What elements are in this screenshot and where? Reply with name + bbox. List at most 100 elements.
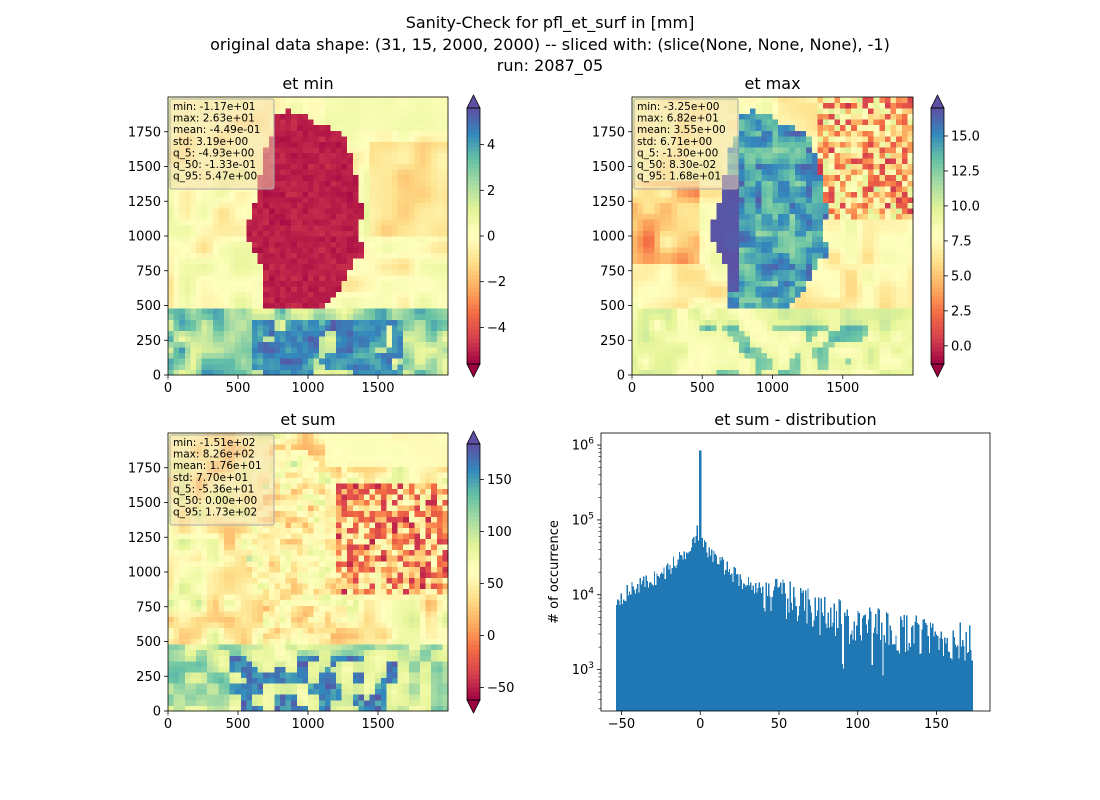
heatmap-cell: [699, 313, 706, 320]
heatmap-cell: [856, 152, 863, 159]
heatmap-cell: [744, 258, 751, 265]
heatmap-cell: [693, 236, 700, 242]
heatmap-cell: [302, 152, 309, 159]
heatmap-cell: [408, 219, 415, 226]
heatmap-cell: [302, 319, 309, 326]
heatmap-cell: [851, 135, 858, 142]
heatmap-cell: [392, 291, 398, 298]
heatmap-cell: [794, 213, 801, 220]
heatmap-cell: [436, 302, 443, 309]
heatmap-cell: [856, 174, 863, 181]
heatmap-cell: [207, 224, 214, 231]
heatmap-cell: [862, 252, 869, 259]
heatmap-cell: [637, 347, 644, 354]
heatmap-cell: [721, 324, 728, 331]
heatmap-cell: [839, 130, 846, 137]
heatmap-cell: [397, 230, 404, 237]
heatmap-cell: [845, 163, 852, 170]
heatmap-cell: [442, 286, 449, 292]
heatmap-cell: [341, 147, 348, 153]
colorbar-segment: [467, 355, 480, 361]
heatmap-cell: [319, 274, 326, 281]
heatmap-cell: [884, 363, 891, 370]
heatmap-cell: [436, 174, 443, 181]
heatmap-cell: [341, 202, 348, 209]
heatmap-cell: [442, 163, 449, 170]
heatmap-cell: [380, 369, 387, 376]
heatmap-cell: [352, 219, 359, 226]
heatmap-cell: [761, 108, 768, 115]
heatmap-cell: [201, 358, 208, 365]
heatmap-cell: [392, 124, 398, 131]
heatmap-cell: [868, 352, 875, 359]
heatmap-cell: [873, 213, 880, 220]
heatmap-cell: [235, 358, 242, 365]
heatmap-cell: [414, 108, 421, 115]
heatmap-cell: [761, 297, 768, 304]
heatmap-cell: [800, 369, 807, 376]
heatmap-cell: [274, 185, 281, 192]
heatmap-cell: [721, 302, 728, 309]
heatmap-cell: [420, 130, 426, 137]
heatmap-cell: [392, 185, 398, 192]
heatmap-cell: [330, 236, 337, 242]
heatmap-cell: [207, 241, 214, 248]
heatmap-cell: [716, 302, 723, 309]
heatmap-cell: [190, 313, 197, 320]
heatmap-cell: [817, 286, 824, 292]
heatmap-cell: [431, 241, 438, 248]
heatmap-cell: [721, 347, 728, 354]
heatmap-cell: [693, 241, 700, 248]
heatmap-cell: [386, 280, 393, 287]
heatmap-cell: [828, 291, 835, 298]
heatmap-cell: [319, 341, 326, 348]
heatmap-cell: [336, 124, 342, 131]
heatmap-cell: [173, 369, 180, 376]
colorbar-segment: [467, 308, 480, 314]
heatmap-cell: [907, 135, 914, 142]
heatmap-cell: [302, 302, 309, 309]
heatmap-cell: [425, 236, 432, 242]
heatmap-cell: [380, 158, 387, 165]
heatmap-cell: [744, 247, 751, 254]
heatmap-cell: [442, 363, 449, 370]
heatmap-cell: [873, 336, 880, 343]
heatmap-cell: [414, 97, 421, 103]
heatmap-cell: [431, 202, 438, 209]
heatmap-cell: [235, 341, 242, 348]
heatmap-cell: [431, 236, 438, 242]
heatmap-cell: [369, 97, 376, 103]
heatmap-cell: [341, 330, 348, 337]
heatmap-cell: [823, 124, 830, 131]
heatmap-cell: [766, 119, 773, 126]
heatmap-cell: [901, 336, 908, 343]
heatmap-cell: [688, 297, 695, 304]
heatmap-cell: [324, 163, 331, 170]
heatmap-cell: [179, 230, 186, 237]
heatmap-cell: [296, 336, 303, 343]
heatmap-cell: [643, 197, 650, 204]
heatmap-cell: [896, 269, 903, 276]
heatmap-cell: [705, 324, 712, 331]
heatmap-cell: [212, 280, 219, 287]
heatmap-cell: [907, 363, 914, 370]
heatmap-cell: [386, 258, 393, 265]
heatmap-cell: [637, 319, 644, 326]
heatmap-cell: [884, 202, 891, 209]
heatmap-cell: [173, 274, 180, 281]
heatmap-cell: [369, 208, 376, 215]
heatmap-cell: [907, 247, 914, 254]
heatmap-cell: [207, 352, 214, 359]
heatmap-cell: [280, 291, 286, 298]
heatmap-cell: [403, 174, 410, 181]
heatmap-cell: [184, 341, 191, 348]
heatmap-cell: [693, 219, 700, 226]
heatmap-cell: [688, 341, 695, 348]
heatmap-cell: [648, 302, 655, 309]
heatmap-cell: [896, 119, 903, 126]
heatmap-cell: [890, 252, 897, 259]
heatmap-cell: [738, 347, 745, 354]
heatmap-cell: [632, 302, 639, 309]
heatmap-cell: [224, 297, 230, 304]
heatmap-cell: [431, 252, 438, 259]
